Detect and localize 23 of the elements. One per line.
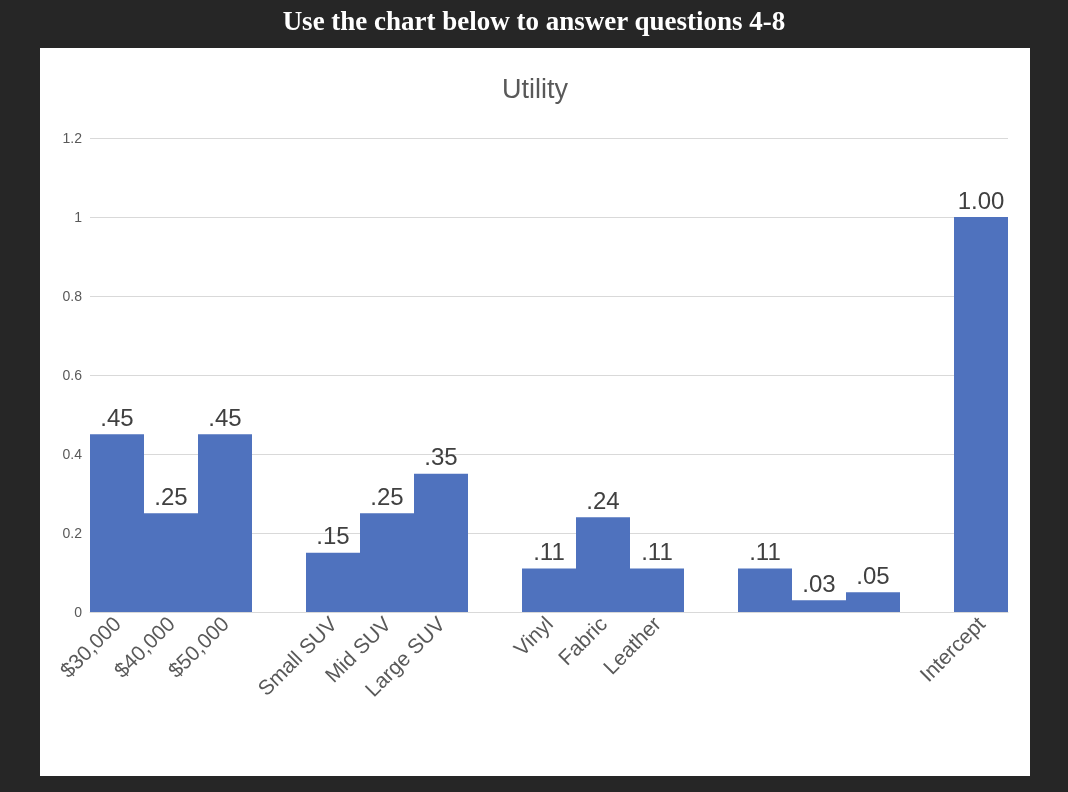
data-label: .25	[154, 482, 188, 510]
data-label: 1.00	[957, 186, 1005, 214]
y-tick-label: 0.4	[62, 446, 83, 462]
y-tick-label: 0.2	[62, 525, 83, 541]
chart-title: Use the chart below to answer questions 4-8	[281, 6, 787, 37]
data-label: .05	[856, 561, 890, 589]
y-tick-label: 1	[74, 209, 83, 225]
data-label: .11	[641, 538, 673, 566]
data-label: .15	[316, 522, 350, 550]
data-label: .45	[100, 403, 134, 431]
y-tick-label: 0.8	[62, 288, 83, 304]
data-label: .25	[370, 482, 404, 510]
y-tick-label: 0.6	[62, 367, 83, 383]
chart-subtitle: Utility	[502, 73, 569, 104]
data-label: .45	[208, 403, 242, 431]
data-label: .11	[749, 538, 781, 566]
data-label: .35	[424, 443, 458, 471]
bar	[954, 217, 1008, 612]
data-label: .03	[802, 569, 836, 597]
data-label: .11	[533, 538, 565, 566]
y-tick-label: 1.2	[62, 130, 83, 146]
y-tick-label: 0	[74, 604, 83, 620]
data-label: .24	[586, 486, 620, 514]
